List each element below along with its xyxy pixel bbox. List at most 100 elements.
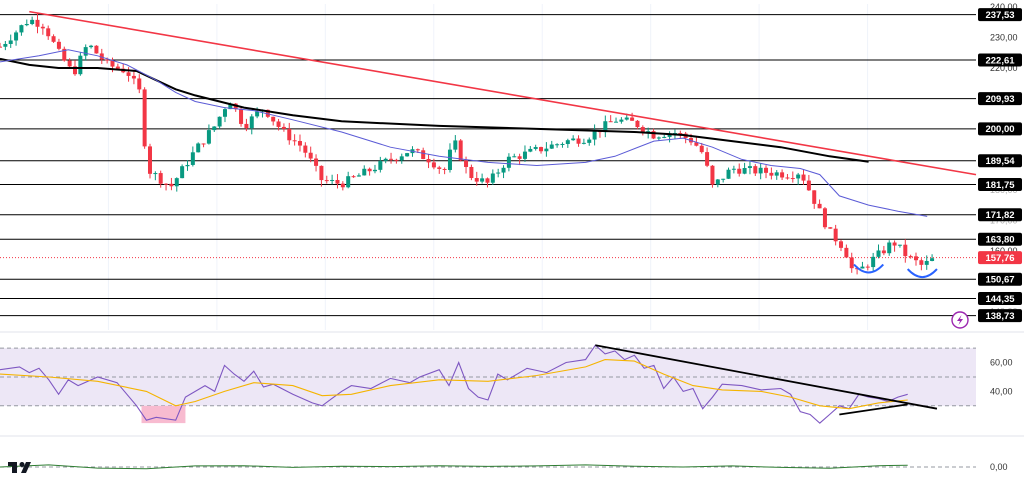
candle bbox=[185, 164, 190, 167]
candle bbox=[147, 146, 152, 174]
candle bbox=[206, 130, 211, 144]
candle bbox=[464, 160, 469, 167]
candle bbox=[817, 203, 822, 209]
candle bbox=[876, 250, 881, 257]
candle bbox=[287, 128, 292, 141]
rsi-panel[interactable] bbox=[0, 344, 976, 424]
level-label: 209,93 bbox=[985, 94, 1014, 105]
candle bbox=[806, 180, 811, 191]
candle bbox=[565, 140, 570, 144]
candle bbox=[255, 111, 260, 117]
candle bbox=[699, 145, 704, 153]
candle bbox=[758, 167, 763, 174]
candle bbox=[828, 227, 833, 229]
candle bbox=[297, 141, 302, 146]
candle bbox=[239, 109, 244, 124]
candle bbox=[180, 166, 185, 179]
lightning-icon[interactable] bbox=[951, 311, 969, 329]
candle bbox=[67, 60, 72, 67]
candle bbox=[228, 103, 233, 110]
candle bbox=[849, 257, 854, 269]
candle bbox=[30, 19, 35, 24]
candle bbox=[281, 126, 286, 129]
candle bbox=[619, 119, 624, 122]
candle bbox=[812, 190, 817, 204]
candle bbox=[383, 158, 388, 161]
candle bbox=[137, 78, 142, 90]
candle bbox=[726, 169, 731, 179]
candle bbox=[271, 116, 276, 122]
candle bbox=[608, 121, 613, 123]
candle bbox=[431, 162, 436, 168]
level-label-bg bbox=[978, 92, 1022, 106]
price-axis[interactable]: 240,00230,00220,00160,00180,00170,00140,… bbox=[978, 2, 1022, 472]
candle bbox=[914, 256, 919, 261]
candle bbox=[678, 133, 683, 135]
candle bbox=[356, 175, 361, 177]
candle bbox=[0, 46, 2, 48]
level-label: 181,75 bbox=[985, 180, 1015, 191]
oscillator-panel[interactable] bbox=[0, 464, 976, 470]
candle bbox=[528, 148, 533, 152]
candle bbox=[892, 242, 897, 246]
candle bbox=[630, 117, 635, 121]
level-label-bg bbox=[978, 208, 1022, 222]
level-label: 189,54 bbox=[985, 156, 1015, 167]
candle bbox=[705, 152, 710, 166]
candle bbox=[19, 25, 24, 33]
candle bbox=[640, 127, 645, 133]
candle bbox=[785, 177, 790, 179]
candle bbox=[335, 179, 340, 184]
current-price-label-bg bbox=[978, 251, 1022, 265]
candle bbox=[549, 144, 554, 149]
level-label: 163,80 bbox=[985, 235, 1014, 246]
candle bbox=[721, 178, 726, 180]
candle bbox=[292, 140, 297, 142]
candle bbox=[512, 156, 517, 158]
candle bbox=[83, 47, 88, 56]
candle bbox=[78, 55, 83, 75]
candle bbox=[742, 167, 747, 174]
candle bbox=[715, 179, 720, 185]
candle bbox=[860, 266, 865, 269]
candle bbox=[142, 89, 147, 147]
level-label: 222,61 bbox=[985, 55, 1015, 66]
price-panel[interactable] bbox=[0, 10, 977, 317]
level-label: 138,73 bbox=[985, 311, 1014, 322]
candle bbox=[314, 158, 319, 166]
candle bbox=[351, 176, 356, 178]
candle bbox=[110, 60, 115, 67]
rsi-moving-average-line bbox=[0, 359, 908, 410]
candle bbox=[587, 139, 592, 143]
candle bbox=[656, 137, 661, 139]
candle bbox=[131, 75, 136, 79]
candle bbox=[164, 183, 169, 185]
candle bbox=[822, 208, 827, 228]
candle bbox=[421, 150, 426, 159]
candle bbox=[747, 166, 752, 168]
tradingview-logo-icon bbox=[8, 462, 31, 473]
candle bbox=[40, 26, 45, 29]
price-trendline[interactable] bbox=[29, 10, 977, 176]
current-price-label: 157,76 bbox=[985, 253, 1014, 264]
candle bbox=[480, 178, 485, 182]
candle bbox=[201, 143, 206, 145]
candle bbox=[105, 59, 110, 61]
rsi-trendline[interactable] bbox=[595, 344, 938, 410]
candle bbox=[474, 178, 479, 182]
candle bbox=[544, 148, 549, 152]
candle bbox=[839, 241, 844, 248]
candle bbox=[710, 165, 715, 185]
candle bbox=[496, 172, 501, 174]
candle bbox=[485, 178, 490, 183]
rsi-trendline[interactable] bbox=[839, 403, 908, 416]
candle bbox=[437, 167, 442, 169]
candle bbox=[217, 116, 222, 127]
rsi-oversold-shading bbox=[141, 405, 186, 424]
candle bbox=[881, 250, 886, 254]
candle bbox=[190, 152, 195, 165]
candle bbox=[490, 173, 495, 183]
oscillator-line bbox=[0, 464, 908, 470]
level-label: 150,67 bbox=[985, 275, 1014, 286]
